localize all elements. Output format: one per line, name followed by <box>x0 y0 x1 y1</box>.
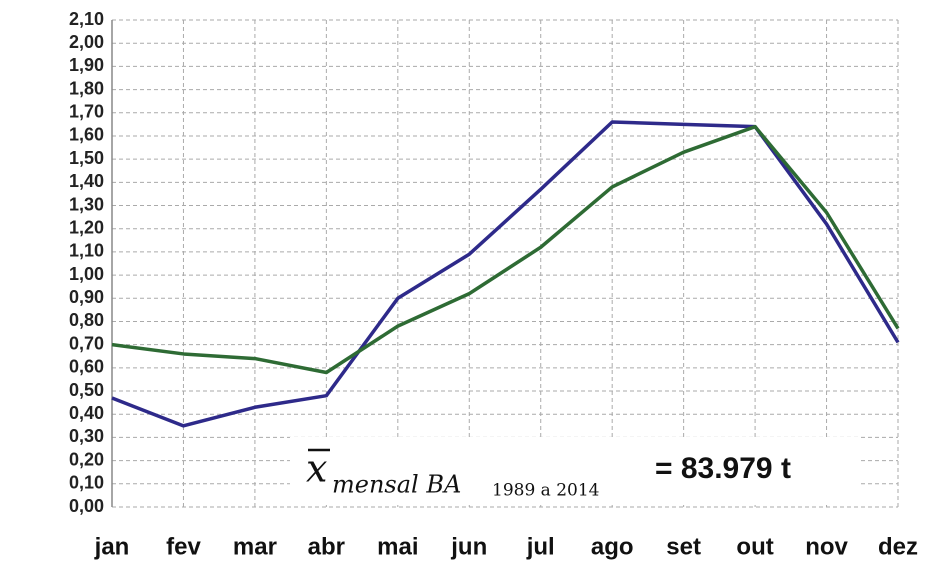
x-tick-label: jul <box>526 533 555 560</box>
x-tick-label: nov <box>805 533 848 560</box>
x-tick-label: out <box>736 533 773 560</box>
x-tick-label: jan <box>94 533 130 560</box>
y-tick-label: 1,70 <box>69 102 104 122</box>
x-tick-label: fev <box>166 533 201 560</box>
y-tick-label: 0,50 <box>69 380 104 400</box>
x-tick-label: mai <box>377 533 418 560</box>
y-tick-label: 0,60 <box>69 357 104 377</box>
y-tick-label: 2,10 <box>69 9 104 29</box>
y-tick-label: 0,70 <box>69 333 104 353</box>
annotation-period: 1989 a 2014 <box>492 481 599 501</box>
y-tick-label: 0,20 <box>69 449 104 469</box>
y-tick-label: 0,10 <box>69 473 104 493</box>
y-tick-label: 0,00 <box>69 496 104 516</box>
y-tick-label: 1,50 <box>69 148 104 168</box>
y-tick-label: 0,30 <box>69 426 104 446</box>
annotation-box <box>290 437 860 505</box>
y-tick-label: 1,10 <box>69 241 104 261</box>
y-tick-label: 0,90 <box>69 287 104 307</box>
x-tick-label: jun <box>450 533 487 560</box>
y-tick-label: 1,30 <box>69 194 104 214</box>
annotation-subscript: mensal BA <box>332 471 461 499</box>
y-tick-label: 1,60 <box>69 125 104 145</box>
y-tick-label: 1,90 <box>69 55 104 75</box>
x-tick-label: dez <box>878 533 918 560</box>
annotation-symbol: x <box>306 447 327 491</box>
series-line <box>111 124 900 375</box>
x-tick-label: mar <box>233 533 277 560</box>
y-tick-label: 1,40 <box>69 171 104 191</box>
y-tick-label: 1,20 <box>69 217 104 237</box>
annotation-result: = 83.979 t <box>655 452 791 485</box>
y-tick-label: 1,00 <box>69 264 104 284</box>
y-tick-label: 0,80 <box>69 310 104 330</box>
x-tick-label: abr <box>308 533 345 560</box>
x-tick-label: ago <box>591 533 634 560</box>
y-tick-label: 2,00 <box>69 32 104 52</box>
x-tick-label: set <box>666 533 701 560</box>
y-tick-label: 1,80 <box>69 78 104 98</box>
y-tick-label: 0,40 <box>69 403 104 423</box>
